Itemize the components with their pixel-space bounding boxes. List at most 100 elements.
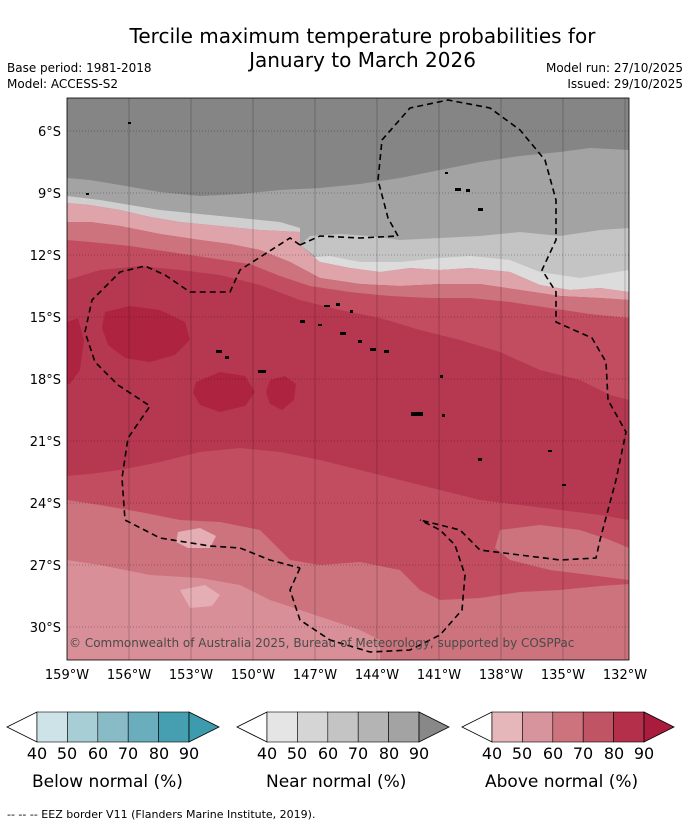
colorbar-segment xyxy=(491,711,523,743)
colorbar-segment xyxy=(582,711,614,743)
map-title: Tercile maximum temperature probabilitie… xyxy=(0,24,690,72)
colorbar-segment xyxy=(522,711,554,743)
map-plot-area: © Commonwealth of Australia 2025, Bureau… xyxy=(67,98,629,660)
lon-label: 159°W xyxy=(45,668,89,683)
probability-map: © Commonwealth of Australia 2025, Bureau… xyxy=(30,97,647,683)
issued-date: Issued: 29/10/2025 xyxy=(567,77,683,91)
model-name: Model: ACCESS-S2 xyxy=(7,77,119,91)
lat-label: 15°S xyxy=(30,311,61,326)
lat-label: 24°S xyxy=(30,497,61,512)
tick: 90 xyxy=(633,744,655,763)
colorbar-segment xyxy=(613,711,645,743)
copyright-notice: © Commonwealth of Australia 2025, Bureau… xyxy=(69,636,574,650)
lat-label: 9°S xyxy=(38,187,61,202)
above-normal-50-south xyxy=(67,560,380,660)
colorbar-segment xyxy=(552,711,584,743)
tick: 80 xyxy=(148,744,170,763)
above-normal-90-core-central xyxy=(193,372,255,412)
tick: 90 xyxy=(408,744,430,763)
tick: 70 xyxy=(572,744,594,763)
colorbar-extension-low xyxy=(236,711,268,743)
tick: 90 xyxy=(178,744,200,763)
lon-label: 138°W xyxy=(479,668,523,683)
lon-label: 147°W xyxy=(293,668,337,683)
lat-label: 27°S xyxy=(30,559,61,574)
title-line-2: January to March 2026 xyxy=(249,48,476,72)
above-normal-60-east-patch xyxy=(495,525,629,580)
colorbar-extension-low xyxy=(461,711,493,743)
tick: 40 xyxy=(26,744,48,763)
tick: 50 xyxy=(511,744,533,763)
lat-label: 6°S xyxy=(38,125,61,140)
lat-label: 18°S xyxy=(30,373,61,388)
lon-label: 141°W xyxy=(417,668,461,683)
longitude-axis: 159°W 156°W 153°W 150°W 147°W 144°W 141°… xyxy=(45,668,647,683)
colorbar-segment xyxy=(97,711,129,743)
colorbar-near-normal xyxy=(236,711,450,743)
colorbar-segment xyxy=(127,711,159,743)
legend-label: Above normal (%) xyxy=(485,772,639,792)
grid-lines xyxy=(67,130,629,628)
lon-label: 135°W xyxy=(541,668,585,683)
legend-above-normal: 40 50 60 70 80 90 Above normal (%) xyxy=(461,710,677,792)
eez-mid-link xyxy=(299,235,399,246)
legend-label: Near normal (%) xyxy=(266,772,407,792)
colorbar-extension-high xyxy=(188,711,220,743)
colorbar-segment xyxy=(357,711,389,743)
above-normal-50-band xyxy=(67,203,629,300)
metadata-left: Base period: 1981-2018 Model: ACCESS-S2 xyxy=(7,60,152,92)
eez-cook-islands xyxy=(84,237,301,569)
legend-label: Below normal (%) xyxy=(32,772,183,792)
near-normal-60-region xyxy=(300,256,629,292)
lat-label: 21°S xyxy=(30,435,61,450)
lon-label: 153°W xyxy=(169,668,213,683)
title-line-1: Tercile maximum temperature probabilitie… xyxy=(129,24,596,48)
above-normal-90-core-east xyxy=(266,376,296,410)
above-normal-90-core-west xyxy=(102,306,190,362)
tick: 60 xyxy=(317,744,339,763)
colorbar-segment xyxy=(36,711,68,743)
latitude-axis: 6°S 9°S 12°S 15°S 18°S 21°S 24°S 27°S 30… xyxy=(30,125,61,636)
colorbar-segment xyxy=(158,711,190,743)
tick: 60 xyxy=(87,744,109,763)
colorbar-above-normal xyxy=(461,711,675,743)
legend-near-normal: 40 50 60 70 80 90 Near normal (%) xyxy=(236,710,452,792)
meridian-lines xyxy=(67,98,626,660)
metadata-right: Model run: 27/10/2025 Issued: 29/10/2025 xyxy=(546,60,683,92)
near-normal-90-region xyxy=(67,98,629,196)
colorbar-extension-low xyxy=(6,711,38,743)
near-normal-70-west xyxy=(67,196,300,232)
above-normal-40-patch xyxy=(176,528,216,548)
colorbar-extension-high xyxy=(643,711,675,743)
tick: 40 xyxy=(481,744,503,763)
tick: 50 xyxy=(56,744,78,763)
colorbar-below-normal xyxy=(6,711,220,743)
lon-label: 132°W xyxy=(603,668,647,683)
lon-label: 156°W xyxy=(107,668,151,683)
tick: 80 xyxy=(378,744,400,763)
colorbar-segment xyxy=(388,711,420,743)
tick: 80 xyxy=(603,744,625,763)
colorbar-segment xyxy=(297,711,329,743)
tick: 70 xyxy=(117,744,139,763)
above-normal-60-patch xyxy=(95,516,170,548)
map-frame xyxy=(66,97,630,661)
colorbar-segment xyxy=(67,711,99,743)
tick: 40 xyxy=(256,744,278,763)
lat-label: 30°S xyxy=(30,621,61,636)
base-period: Base period: 1981-2018 xyxy=(7,61,152,75)
above-normal-40-south xyxy=(180,585,220,608)
colorbar-segment xyxy=(327,711,359,743)
lat-label: 12°S xyxy=(30,249,61,264)
colorbar-extension-high xyxy=(418,711,450,743)
lon-label: 144°W xyxy=(355,668,399,683)
tick: 70 xyxy=(347,744,369,763)
eez-borders xyxy=(84,99,627,653)
lon-label: 150°W xyxy=(231,668,275,683)
islands xyxy=(86,122,566,486)
tick: 60 xyxy=(542,744,564,763)
tick: 50 xyxy=(286,744,308,763)
above-normal-60-band xyxy=(67,222,629,318)
eez-southern xyxy=(289,519,466,653)
eez-footnote: -- -- -- EEZ border V11 (Flanders Marine… xyxy=(7,808,316,821)
